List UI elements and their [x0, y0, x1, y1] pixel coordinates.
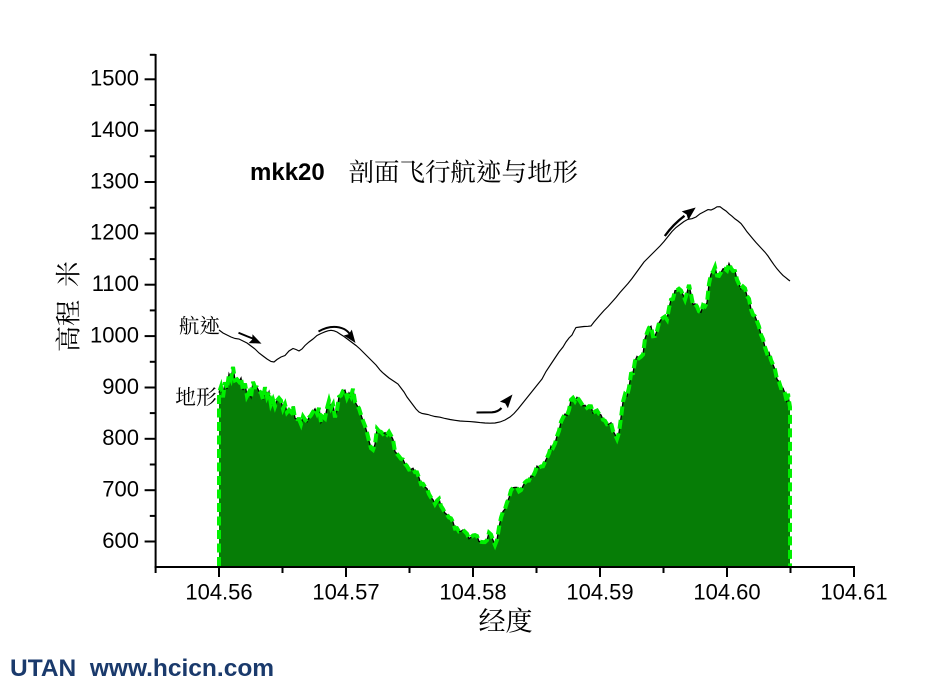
svg-text:104.57: 104.57 [312, 580, 379, 605]
svg-text:mkk20: mkk20 [250, 159, 325, 186]
svg-text:104.58: 104.58 [439, 580, 506, 605]
svg-text:600: 600 [102, 528, 139, 553]
svg-text:1300: 1300 [90, 168, 139, 193]
svg-text:800: 800 [102, 425, 139, 450]
svg-text:1000: 1000 [90, 322, 139, 347]
svg-text:104.59: 104.59 [566, 580, 633, 605]
svg-text:104.60: 104.60 [693, 580, 760, 605]
svg-text:1200: 1200 [90, 220, 139, 245]
svg-text:1100: 1100 [92, 271, 139, 296]
svg-text:104.56: 104.56 [185, 580, 252, 605]
svg-text:700: 700 [102, 477, 139, 502]
svg-text:1400: 1400 [90, 117, 139, 142]
svg-text:900: 900 [102, 374, 139, 399]
svg-text:1500: 1500 [90, 66, 139, 91]
svg-text:104.61: 104.61 [820, 580, 887, 605]
svg-text:UTAN www.hcicn.com: UTAN www.hcicn.com [10, 655, 274, 682]
